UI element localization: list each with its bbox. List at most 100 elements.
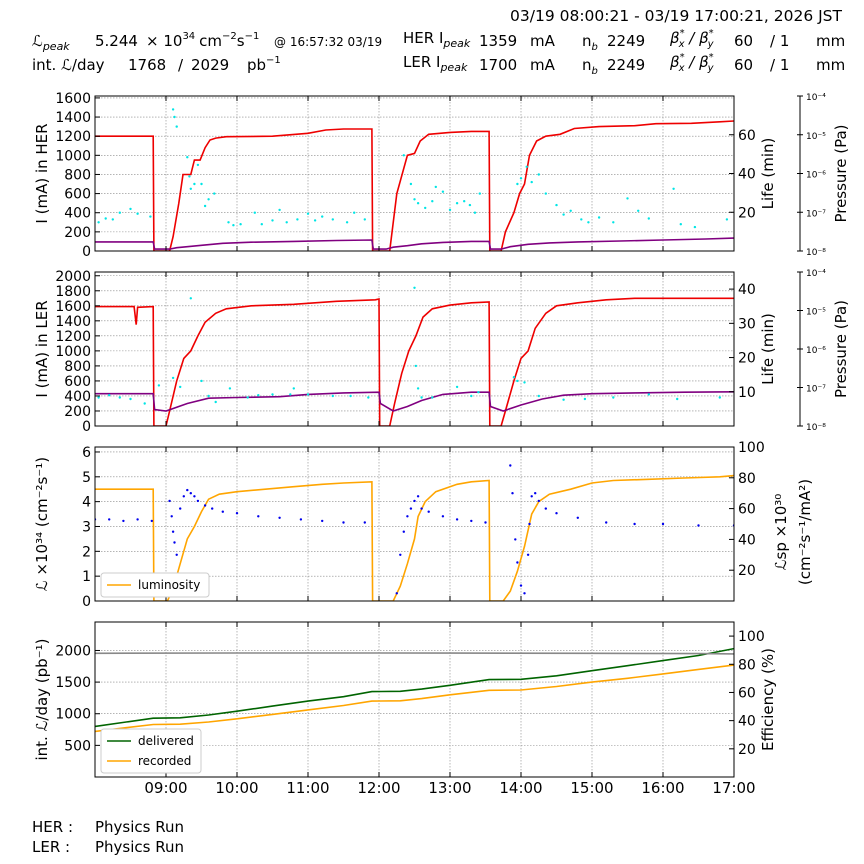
series-line (95, 664, 734, 733)
y-tick-label: 1200 (55, 129, 91, 145)
ler-ipeak-value: 1700 (479, 56, 517, 74)
y-tick-label: 0 (82, 594, 91, 610)
data-point (511, 492, 514, 495)
intl-total: 2029 (191, 56, 229, 74)
data-point (168, 499, 171, 503)
data-point (207, 198, 210, 201)
data-point (285, 221, 288, 224)
data-point (441, 190, 445, 193)
data-point (441, 515, 445, 518)
data-point (104, 217, 107, 220)
data-point (523, 381, 526, 384)
ler-beta-label: β* x / β* y (669, 52, 715, 74)
y-axis-label: int. ℒ/day (pb⁻¹) (33, 639, 51, 761)
data-point (118, 211, 122, 214)
data-point (431, 396, 434, 399)
data-point (399, 553, 402, 556)
data-point (228, 387, 232, 390)
data-point (512, 376, 516, 379)
y-tick-label: 2000 (55, 643, 91, 659)
data-point (455, 385, 459, 389)
data-point (516, 182, 519, 186)
data-point (526, 553, 530, 556)
data-point (189, 297, 192, 300)
data-point (221, 510, 224, 513)
data-point (189, 187, 192, 190)
data-point (97, 396, 100, 399)
data-point (157, 384, 161, 387)
pressure-tick-label: 10⁻⁴ (806, 93, 826, 103)
data-point (211, 507, 214, 510)
data-point (188, 175, 191, 178)
data-point (679, 223, 682, 226)
y2-tick-label: 20 (738, 205, 756, 221)
lpeak-time: @ 16:57:32 03/19 (274, 35, 382, 49)
data-point (555, 512, 558, 515)
her-mm: mm (816, 32, 845, 50)
pressure-axis-label: Pressure (Pa) (832, 300, 850, 398)
ler-nb-label: nb (582, 56, 598, 77)
data-point (200, 379, 203, 383)
pressure-axis-label: Pressure (Pa) (832, 124, 850, 222)
ler-mm: mm (816, 56, 845, 74)
data-point (470, 394, 473, 398)
data-point (537, 499, 540, 503)
data-point (434, 185, 437, 189)
y-tick-label: 6 (82, 445, 91, 461)
data-point (196, 163, 200, 167)
legend-label: luminosity (138, 578, 200, 592)
data-point (171, 108, 175, 111)
y-tick-label: 1600 (55, 299, 91, 315)
y-tick-label: 200 (64, 225, 91, 241)
data-point (129, 207, 132, 211)
data-point (289, 393, 292, 396)
data-point (516, 379, 519, 383)
lpeak-unit: × 1034 cm−2s−1 (146, 31, 259, 50)
intl-value: 1768 (128, 56, 166, 74)
data-point (530, 495, 533, 498)
data-point (413, 499, 416, 503)
lpeak-value: 5.244 (95, 32, 138, 50)
data-point (207, 394, 210, 398)
y2-tick-label: 10 (738, 385, 756, 401)
data-point (576, 516, 579, 519)
data-point (97, 221, 100, 224)
ler-beta-y: / 1 (770, 56, 789, 74)
data-point (345, 221, 349, 224)
data-point (431, 200, 434, 203)
y2-tick-label: 30 (738, 316, 756, 332)
data-point (363, 218, 366, 221)
her-beta-label: β* x / β* y (669, 28, 715, 50)
header: 03/19 08:00:21 - 03/19 17:00:21, 2026 JS… (32, 7, 845, 77)
data-point (424, 206, 427, 210)
pressure-tick-label: 10⁻⁵ (806, 132, 826, 142)
y-tick-label: 1500 (55, 675, 91, 691)
data-point (149, 215, 152, 218)
legend-label: delivered (138, 734, 194, 748)
data-point (473, 211, 477, 214)
data-point (509, 464, 512, 467)
axes-frame (94, 271, 735, 427)
data-point (260, 223, 263, 226)
pressure-tick-label: 10⁻⁴ (806, 269, 826, 279)
data-point (175, 125, 178, 128)
y2-tick-label: 100 (738, 440, 765, 456)
data-point (321, 215, 324, 218)
data-point (519, 584, 523, 587)
data-point (562, 213, 565, 216)
data-point (196, 499, 200, 503)
data-point (406, 515, 409, 518)
y2-tick-label: 80 (738, 657, 756, 673)
data-point (626, 197, 629, 200)
x-tick-label: 17:00 (712, 779, 755, 797)
y2-tick-label: 60 (738, 502, 756, 518)
data-point (239, 223, 242, 226)
y-axis-label: I (mA) in HER (33, 123, 51, 223)
plot-area (95, 464, 734, 601)
data-point (193, 495, 196, 498)
x-tick-label: 11:00 (286, 779, 329, 797)
intl-label: int. ℒ/day (32, 56, 105, 74)
data-point (484, 521, 487, 524)
y-tick-label: 200 (64, 404, 91, 420)
